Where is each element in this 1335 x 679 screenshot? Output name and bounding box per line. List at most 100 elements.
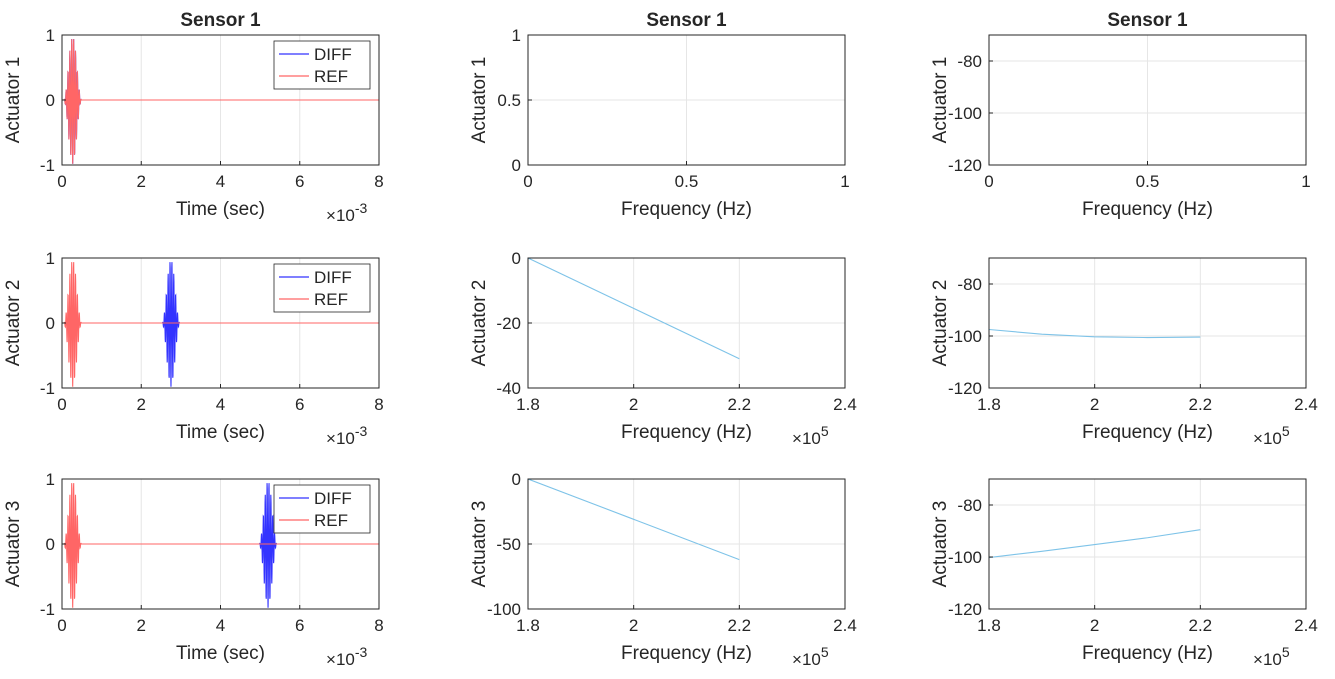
x-tick-label: 8 [374,616,383,635]
y-tick-label: -120 [948,379,982,398]
x-axis-label: Frequency (Hz) [1082,199,1213,220]
x-axis-label: Time (sec) [176,199,265,220]
legend-label-ref: REF [314,290,348,309]
y-tick-label: -1 [40,600,55,619]
x-axis-label: Time (sec) [176,422,265,443]
y-tick-label: -120 [948,600,982,619]
x-tick-label: 2 [1090,616,1099,635]
subplot-title: Sensor 1 [646,10,727,31]
x-axis-label: Frequency (Hz) [621,643,752,664]
subplot-title: Sensor 1 [1107,10,1188,31]
series-line [989,529,1201,559]
x-tick-label: 8 [374,395,383,414]
legend-label-diff: DIFF [314,489,352,508]
x-tick-label: 8 [374,172,383,191]
subplot-mag-a2: 1.8 2 2.2 2.4 -40 -20 0 Frequency (Hz) Actuator … [469,249,857,448]
y-tick-label: -80 [957,275,982,294]
y-tick-label: -100 [487,600,521,619]
series-line [989,328,1201,339]
x-tick-label: 2.2 [728,616,752,635]
subplot-phase-a2: 1.8 2 2.2 2.4 -120 -100 -80 Frequency (Hz) Actua… [930,257,1318,448]
legend-label-diff: DIFF [314,268,352,287]
x-exponent-label: ×10-3 [326,644,368,669]
x-axis-label: Frequency (Hz) [621,199,752,220]
x-tick-label: 0 [57,172,66,191]
x-tick-label: 2 [1090,395,1099,414]
y-axis-label: Actuator 2 [3,280,24,367]
x-tick-label: 2 [137,395,146,414]
x-exponent-label: ×10-3 [326,200,368,225]
x-tick-label: 1 [1301,172,1310,191]
x-tick-label: 4 [216,616,225,635]
y-tick-label: -80 [957,52,982,71]
x-tick-label: 1.8 [977,616,1001,635]
y-tick-label: -100 [948,104,982,123]
y-axis-label: Actuator 2 [930,280,951,367]
y-tick-label: 0 [46,91,55,110]
subplot-title: Sensor 1 [180,10,261,31]
y-tick-label: 1 [46,249,55,268]
y-tick-label: -40 [496,379,521,398]
x-tick-label: 2 [137,172,146,191]
y-tick-label: -100 [948,327,982,346]
x-tick-label: 1 [840,172,849,191]
y-tick-label: 0 [512,470,521,489]
series-line [528,258,740,360]
legend-label-ref: REF [314,511,348,530]
y-tick-label: -50 [496,535,521,554]
x-tick-label: 2.4 [1294,616,1318,635]
y-tick-label: 1 [512,26,521,45]
legend: DIFF REF [273,263,371,313]
series-line [528,479,740,561]
legend-label-diff: DIFF [314,45,352,64]
series-group [62,483,379,608]
legend-label-ref: REF [314,67,348,86]
y-tick-label: -20 [496,314,521,333]
x-tick-label: 2.4 [833,616,857,635]
x-tick-label: 1.8 [977,395,1001,414]
x-exponent-label: ×105 [792,423,829,448]
y-tick-label: 0 [512,156,521,175]
subplot-phase-a3: 1.8 2 2.2 2.4 -120 -100 -80 Frequency (Hz) Actua… [930,478,1318,669]
x-axis-label: Frequency (Hz) [1082,422,1213,443]
y-tick-label: -1 [40,156,55,175]
x-tick-label: 2.2 [1189,395,1213,414]
series-line-ref [62,39,379,164]
x-exponent-label: ×105 [1253,644,1290,669]
x-tick-label: 0 [57,616,66,635]
y-axis-label: Actuator 1 [469,57,490,144]
y-axis-label: Actuator 1 [3,57,24,144]
y-tick-label: 0 [46,314,55,333]
y-axis-label: Actuator 1 [930,57,951,144]
series-group [62,262,379,387]
x-tick-label: 2.2 [1189,616,1213,635]
y-tick-label: 0 [46,535,55,554]
y-tick-label: 0 [512,249,521,268]
x-tick-label: 0 [984,172,993,191]
series-group [989,328,1201,339]
y-axis-label: Actuator 2 [469,280,490,367]
y-tick-label: -1 [40,379,55,398]
legend: DIFF REF [273,484,371,534]
x-tick-label: 0.5 [1136,172,1160,191]
y-tick-label: -80 [957,496,982,515]
x-axis-label: Frequency (Hz) [1082,643,1213,664]
x-axis-label: Frequency (Hz) [621,422,752,443]
legend: DIFF REF [273,40,371,90]
series-group [989,529,1201,559]
y-tick-label: -120 [948,156,982,175]
x-tick-label: 2 [629,395,638,414]
x-exponent-label: ×105 [1253,423,1290,448]
series-group [62,39,379,164]
series-line-ref [62,483,379,608]
y-axis-label: Actuator 3 [3,501,24,588]
x-tick-label: 1.8 [516,395,540,414]
legend-box [273,40,371,90]
x-tick-label: 6 [295,395,304,414]
x-tick-label: 2 [137,616,146,635]
series-line-ref [62,262,379,387]
